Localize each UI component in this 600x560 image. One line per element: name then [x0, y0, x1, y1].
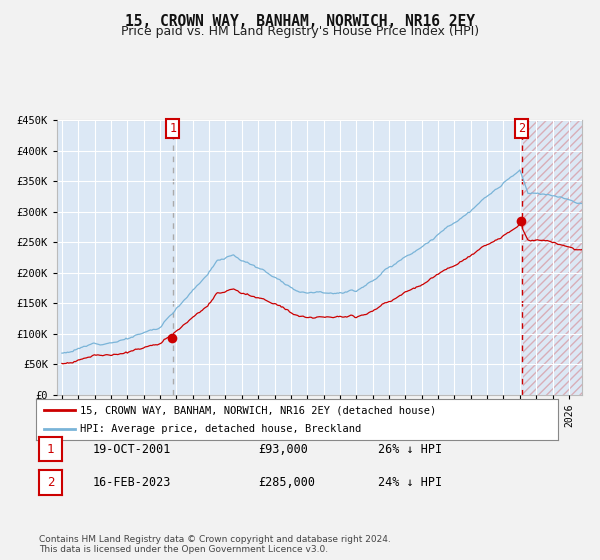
Text: £93,000: £93,000 [258, 442, 308, 456]
Text: 26% ↓ HPI: 26% ↓ HPI [378, 442, 442, 456]
Text: Contains HM Land Registry data © Crown copyright and database right 2024.
This d: Contains HM Land Registry data © Crown c… [39, 535, 391, 554]
Text: 2: 2 [518, 122, 526, 135]
Text: £285,000: £285,000 [258, 476, 315, 489]
Text: 15, CROWN WAY, BANHAM, NORWICH, NR16 2EY (detached house): 15, CROWN WAY, BANHAM, NORWICH, NR16 2EY… [80, 405, 437, 415]
Text: 19-OCT-2001: 19-OCT-2001 [93, 442, 172, 456]
Text: HPI: Average price, detached house, Breckland: HPI: Average price, detached house, Brec… [80, 424, 362, 433]
Text: 16-FEB-2023: 16-FEB-2023 [93, 476, 172, 489]
Text: 2: 2 [47, 476, 54, 489]
Text: 1: 1 [169, 122, 176, 135]
Text: Price paid vs. HM Land Registry's House Price Index (HPI): Price paid vs. HM Land Registry's House … [121, 25, 479, 38]
Text: 24% ↓ HPI: 24% ↓ HPI [378, 476, 442, 489]
Text: 15, CROWN WAY, BANHAM, NORWICH, NR16 2EY: 15, CROWN WAY, BANHAM, NORWICH, NR16 2EY [125, 14, 475, 29]
Text: 1: 1 [47, 442, 54, 456]
